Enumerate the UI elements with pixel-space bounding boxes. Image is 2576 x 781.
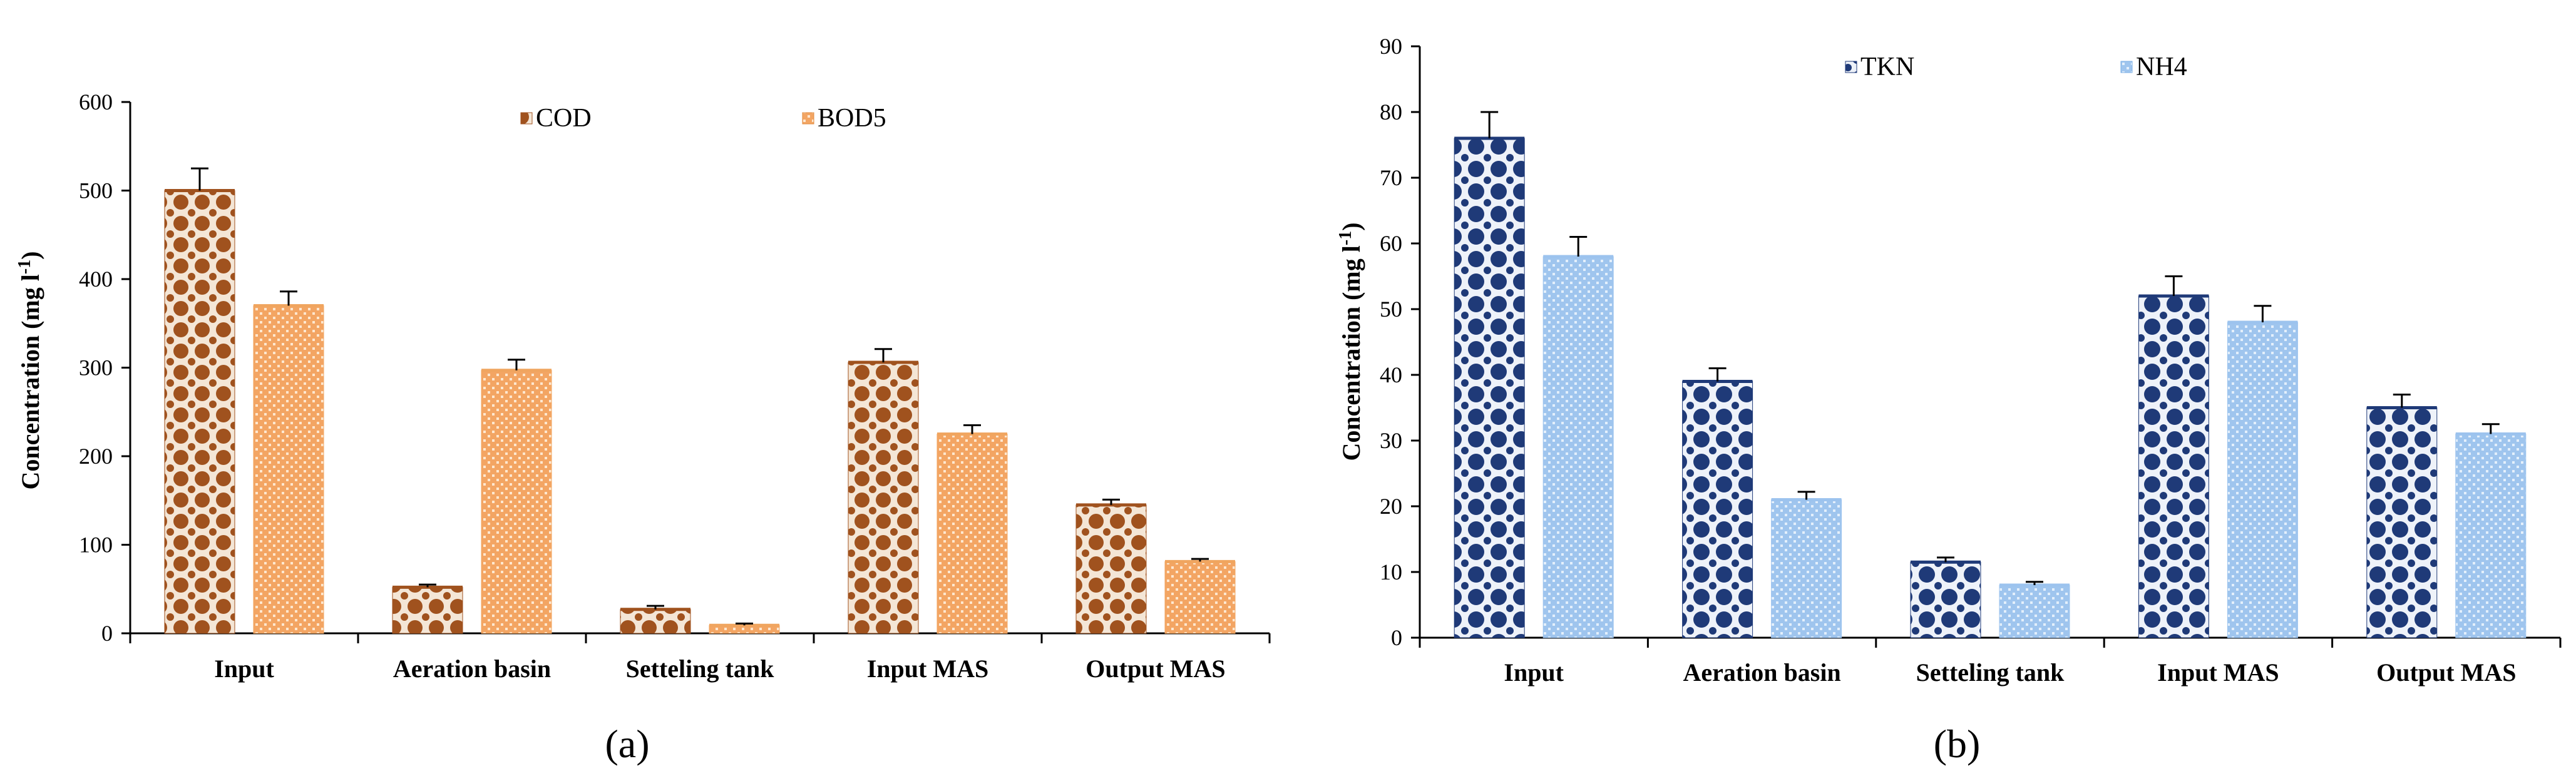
x-category-label: Input MAS	[2157, 658, 2279, 687]
bars	[1454, 111, 2527, 638]
legend-swatch-tkn	[1845, 61, 1857, 73]
bar-bod5-input-mas	[936, 434, 1008, 634]
y-ticks: 0 10 20 30 40 50 60 70 80 90	[1380, 34, 1420, 650]
y-tick-label: 200	[79, 444, 113, 469]
bars	[164, 167, 1236, 634]
x-category-label: Input	[1504, 658, 1564, 687]
legend: TKN NH4	[1845, 53, 2187, 81]
chart-panel-a: 0 100 200 300 400 500 600 Input Aeration basin S…	[15, 89, 1271, 766]
y-tick-label: 20	[1380, 494, 1402, 519]
y-tick-label: 0	[101, 621, 113, 646]
y-ticks: 0 100 200 300 400 500 600	[79, 89, 130, 646]
x-ticks	[129, 633, 1271, 643]
x-ticks	[1419, 638, 2562, 648]
bar-cod-setteling-tank	[620, 609, 691, 634]
y-tick-label: 10	[1380, 559, 1402, 584]
category-labels: Input Aeration basin Setteling tank Input M…	[1504, 658, 2516, 687]
y-tick-label: 400	[79, 267, 113, 292]
bar-nh4-output-mas	[2455, 434, 2527, 638]
bar-bod5-output-mas	[1164, 561, 1236, 634]
x-category-label: Input MAS	[867, 655, 989, 683]
bar-cod-input-mas	[848, 362, 919, 634]
legend: COD BOD5	[520, 104, 886, 133]
y-tick-label: 50	[1380, 297, 1402, 322]
y-tick-label: 600	[79, 89, 113, 115]
bar-tkn-setteling-tank	[1910, 561, 1981, 638]
legend-label-tkn: TKN	[1860, 53, 1914, 81]
x-category-label: Output MAS	[1085, 655, 1225, 683]
y-tick-label: 60	[1380, 231, 1402, 256]
y-tick-label: 100	[79, 533, 113, 558]
panel-label-a: (a)	[605, 722, 649, 766]
legend-label-cod: COD	[536, 104, 592, 133]
y-tick-label: 300	[79, 355, 113, 380]
y-tick-label: 40	[1380, 362, 1402, 387]
y-tick-label: 80	[1380, 100, 1402, 125]
x-category-label: Aeration basin	[393, 655, 551, 683]
bar-cod-input	[164, 190, 235, 634]
bar-nh4-setteling-tank	[1999, 584, 2070, 638]
category-labels: Input Aeration basin Setteling tank Input M…	[214, 655, 1226, 683]
y-tick-label: 70	[1380, 165, 1402, 190]
bar-nh4-input	[1542, 256, 1614, 638]
bar-cod-output-mas	[1075, 504, 1147, 634]
x-category-label: Output MAS	[2376, 658, 2516, 687]
bar-nh4-aeration-basin	[1771, 499, 1842, 638]
x-category-label: Input	[214, 655, 274, 683]
chart-panel-b: 0 10 20 30 40 50 60 70 80 90 Input Aeration basin S…	[1336, 34, 2562, 766]
y-tick-label: 30	[1380, 428, 1402, 453]
y-tick-label: 90	[1380, 34, 1402, 59]
bar-tkn-input	[1454, 138, 1525, 638]
bar-bod5-input	[253, 305, 324, 634]
y-tick-label: 0	[1391, 625, 1402, 650]
y-axis-label: Concentration (mg l-1)	[15, 251, 44, 489]
legend-label-nh4: NH4	[2136, 53, 2187, 81]
legend-swatch-cod	[520, 112, 533, 125]
x-category-label: Aeration basin	[1683, 658, 1840, 687]
legend-swatch-nh4	[2120, 61, 2133, 73]
legend-label-bod5: BOD5	[818, 104, 886, 133]
x-category-label: Setteling tank	[626, 655, 774, 683]
bar-cod-aeration-basin	[392, 586, 463, 634]
bar-bod5-aeration-basin	[481, 370, 552, 634]
y-tick-label: 500	[79, 178, 113, 203]
bar-nh4-input-mas	[2227, 322, 2298, 638]
bar-tkn-input-mas	[2138, 295, 2209, 638]
bar-tkn-aeration-basin	[1682, 381, 1753, 638]
x-category-label: Setteling tank	[1916, 658, 2065, 687]
bar-tkn-output-mas	[2366, 407, 2438, 638]
y-axis-label: Concentration (mg l-1)	[1336, 222, 1365, 461]
panel-label-b: (b)	[1934, 722, 1981, 766]
legend-swatch-bod5	[802, 112, 814, 125]
